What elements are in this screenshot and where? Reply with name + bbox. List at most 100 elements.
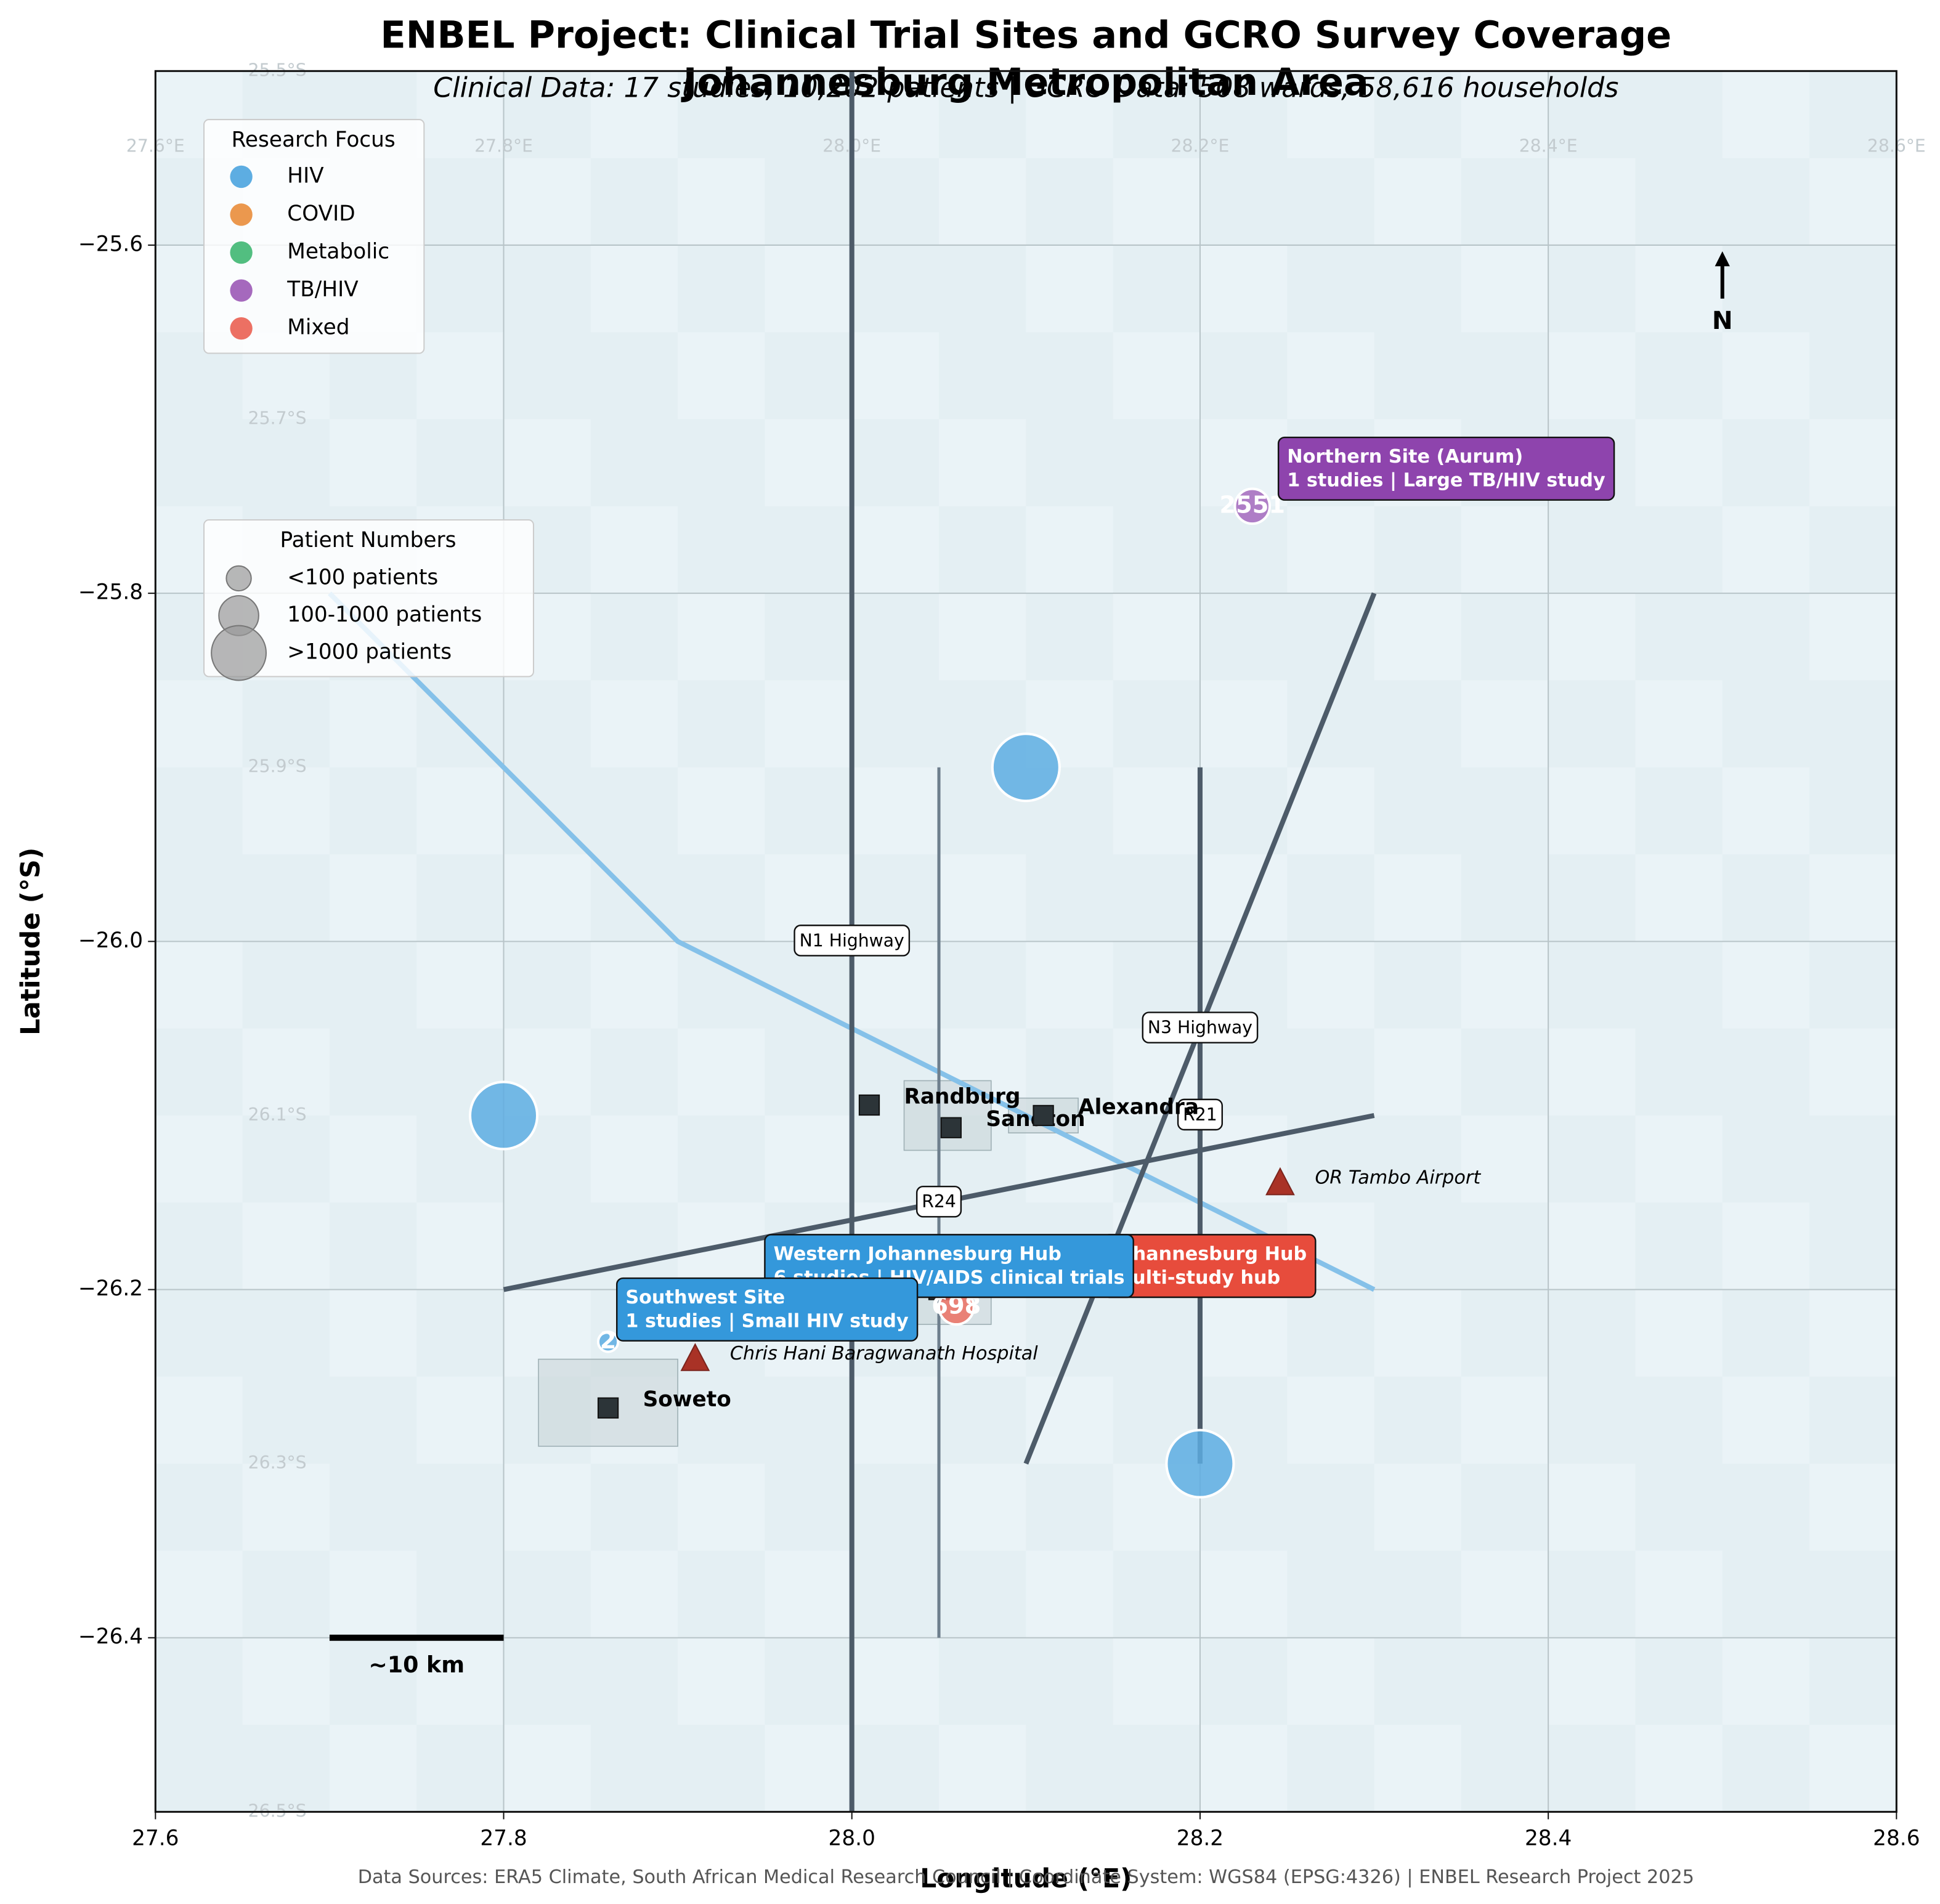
background-cell: [678, 1637, 765, 1725]
chart-title: ENBEL Project: Clinical Trial Sites and …: [380, 14, 1671, 57]
subtitle: Clinical Data: 17 studies, 10,202 patien…: [433, 73, 1618, 104]
annotation-text: multi-study hub: [1113, 1267, 1281, 1289]
background-cell: [1461, 941, 1549, 1029]
background-cell: [1199, 245, 1288, 333]
site-bubble: [1233, 487, 1271, 525]
background-cell: [503, 158, 591, 245]
legend-marker: [230, 165, 253, 188]
town-area: [1008, 1097, 1079, 1134]
background-cell: [1548, 593, 1636, 681]
site-label: 2: [600, 1327, 617, 1355]
background-cell: [939, 1725, 1026, 1812]
x-tick-label: 27.8: [480, 1826, 527, 1850]
legend-label: TB/HIV: [286, 277, 359, 302]
background-cell: [503, 1464, 591, 1551]
road-label-text: R21: [1183, 1104, 1217, 1125]
background-cell: [242, 1028, 330, 1116]
site-bubble: [1165, 1428, 1235, 1499]
background-cell: [1374, 1289, 1461, 1377]
background-cell: [765, 1115, 852, 1203]
background-cell: [1374, 1028, 1461, 1116]
background-cell: [1809, 158, 1897, 245]
lon-label: 28.4°E: [1519, 136, 1578, 156]
background-cell: [242, 1202, 330, 1290]
background-cell: [939, 158, 1026, 245]
background-cell: [1461, 1115, 1549, 1203]
background-cell: [1722, 1202, 1810, 1290]
legend-label: Metabolic: [287, 240, 389, 264]
lat-label: 26.1°S: [248, 1104, 307, 1125]
lon-label: 28.2°E: [1171, 136, 1230, 156]
background-cell: [1548, 158, 1636, 245]
x-tick-label: 28.4: [1525, 1826, 1572, 1850]
background-cell: [1809, 1725, 1897, 1812]
background-cell: [765, 1550, 852, 1638]
road-label-box: [1177, 1098, 1224, 1131]
background-cell: [590, 71, 678, 158]
background-cell: [155, 941, 243, 1029]
background-cell: [329, 1550, 417, 1638]
focus-legend: Research Focus HIV COVID Metabolic TB/HIV Mix…: [203, 119, 425, 354]
y-tick-label: −26.0: [78, 928, 143, 953]
background-cell: [1199, 680, 1288, 768]
y-tick-label: −26.4: [78, 1624, 143, 1649]
background-cell: [678, 332, 765, 419]
background-cell: [851, 332, 940, 419]
site-label: 2551: [1219, 491, 1285, 519]
background-cell: [1722, 767, 1810, 855]
background-cell: [155, 1550, 243, 1638]
background-cell: [1374, 854, 1461, 942]
road-label-text: N3 Highway: [1148, 1018, 1252, 1038]
road-label: N1 Highway: [793, 925, 911, 957]
y-tick-label: −25.8: [78, 580, 143, 605]
background-cell: [329, 419, 417, 506]
background-cell: [1287, 71, 1374, 158]
background-cell: [1461, 506, 1549, 594]
background-cell: [503, 854, 591, 942]
legend-title: Patient Numbers: [280, 528, 457, 553]
x-tick-label: 28.0: [829, 1826, 875, 1850]
background-cell: [1287, 1376, 1374, 1464]
background-cell: [590, 506, 678, 594]
legend-box: [203, 119, 425, 354]
landmark-label: Chris Hani Baragwanath Hospital: [730, 1343, 1038, 1364]
town-label: Soweto: [643, 1387, 731, 1412]
background-cell: [329, 1289, 417, 1377]
background-cell: [1635, 1725, 1723, 1812]
footer: Data Sources: ERA5 Climate, South Africa…: [358, 1866, 1694, 1888]
background-cell: [765, 245, 852, 333]
background-cell: [851, 767, 940, 855]
background-cell: [1026, 506, 1113, 594]
legend-title: Research Focus: [232, 128, 396, 152]
background-cell: [416, 1637, 504, 1725]
background-cell: [765, 1725, 852, 1812]
x-tick-label: 27.6: [132, 1826, 179, 1850]
background-cell: [1809, 1464, 1897, 1551]
road-label-box: [1142, 1011, 1259, 1043]
background-cell: [765, 419, 852, 506]
background-cell: [503, 419, 591, 506]
background-cell: [939, 854, 1026, 942]
site-bubble: [991, 732, 1061, 803]
road-label: R24: [915, 1185, 962, 1218]
background-cell: [1026, 245, 1113, 333]
background-cell: [1548, 767, 1636, 855]
legend-label: Mixed: [287, 315, 349, 340]
background-cell: [242, 1637, 330, 1725]
background-cell: [1374, 1464, 1461, 1551]
background-cell: [851, 506, 940, 594]
town-label: Randburg: [904, 1084, 1021, 1109]
lat-label: 26.3°S: [248, 1452, 307, 1473]
background-cell: [590, 1550, 678, 1638]
background-cell: [590, 245, 678, 333]
landmark-label: OR Tambo Airport: [1315, 1167, 1481, 1189]
annotation-text: Western Johannesburg Hub: [774, 1244, 1061, 1265]
annotation: Northern Site (Aurum)1 studies | Large T…: [1277, 436, 1615, 501]
y-axis-label: Latitude (°S): [15, 848, 46, 1035]
background-cell: [1548, 1464, 1636, 1551]
background-cell: [939, 419, 1026, 506]
background-cell: [678, 158, 765, 245]
annotation-text: Southwest Site: [625, 1287, 785, 1308]
background-cell: [851, 1637, 940, 1725]
